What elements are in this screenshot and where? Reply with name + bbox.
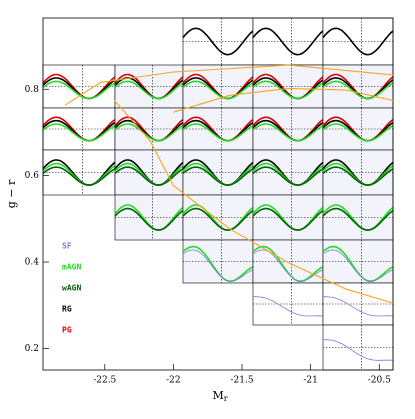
inset-curve xyxy=(182,123,254,142)
inset-curve xyxy=(323,339,394,361)
inset-curve xyxy=(252,123,324,142)
inset-curve xyxy=(322,207,394,231)
inset-curve xyxy=(322,27,394,56)
inset-curve xyxy=(182,80,254,100)
inset-curve xyxy=(114,207,184,231)
series-line xyxy=(173,87,394,113)
inset-curve xyxy=(322,80,394,100)
inset-curve xyxy=(323,296,394,317)
inset-curve xyxy=(322,123,394,142)
inset-curve xyxy=(322,166,394,186)
inset-curve xyxy=(182,207,254,231)
inset-curve xyxy=(114,166,184,186)
inset-curve xyxy=(322,249,394,282)
inset-curve xyxy=(252,27,324,56)
y-tick-label: 0.8 xyxy=(25,85,40,95)
legend-label: RG xyxy=(62,305,72,314)
x-label-main: M xyxy=(212,389,223,402)
x-tick-label: -21 xyxy=(303,376,318,386)
y-tick-label: 0.4 xyxy=(25,258,40,268)
inset-curve xyxy=(322,245,394,283)
inset-curve xyxy=(42,166,116,186)
x-tick-label: -21.5 xyxy=(230,376,253,386)
x-axis-label: Mr xyxy=(212,389,227,403)
x-tick-label: -22 xyxy=(166,376,181,386)
inset-curve xyxy=(252,249,324,282)
y-axis-label: g − r xyxy=(5,179,18,208)
inset-curve xyxy=(114,123,184,142)
y-tick-label: 0.6 xyxy=(25,171,40,181)
legend-label: mAGN xyxy=(62,263,81,272)
x-tick-label: -22.5 xyxy=(93,376,116,386)
plot-frame xyxy=(42,17,394,371)
inset-curve xyxy=(182,27,254,56)
x-tick-label: -20.5 xyxy=(368,376,391,386)
inset-curve xyxy=(253,296,324,317)
inset-curve xyxy=(182,245,254,283)
series-line xyxy=(64,64,394,106)
inset-curve xyxy=(42,123,116,142)
inset-curve xyxy=(252,207,324,231)
inset-curve xyxy=(114,80,184,100)
inset-curve xyxy=(182,166,254,186)
series-line xyxy=(113,100,394,304)
legend-label: SF xyxy=(62,242,72,251)
inset-curve xyxy=(252,80,324,100)
inset-curve xyxy=(182,249,254,282)
legend-label: wAGN xyxy=(62,284,81,293)
inset-curve xyxy=(252,166,324,186)
y-tick-label: 0.2 xyxy=(25,344,39,354)
x-label-sub: r xyxy=(224,394,228,403)
inset-curve xyxy=(42,80,116,100)
inset-curve xyxy=(252,245,324,283)
legend-label: PG xyxy=(62,326,72,335)
